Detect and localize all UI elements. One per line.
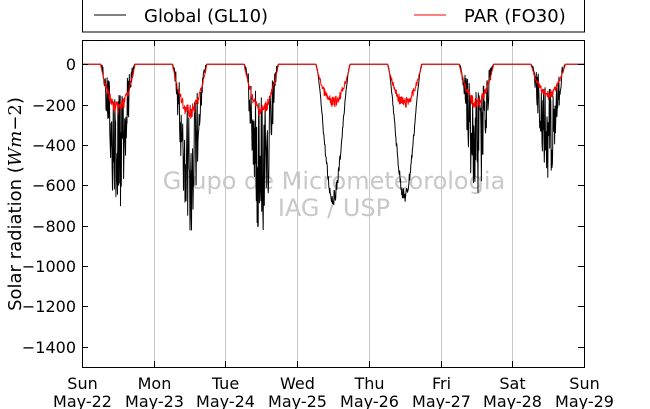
x-tick-label: May-29 (555, 392, 614, 409)
y-tick-label: −200 (32, 96, 76, 115)
series-line-par (82, 63, 584, 119)
legend-label-global: Global (GL10) (144, 6, 268, 27)
x-tick-label: May-27 (412, 392, 471, 409)
y-tick-label: −400 (32, 136, 76, 155)
x-tick-day: Tue (211, 374, 239, 393)
y-axis: 0 −200 −400 −600 −800 −1000 −1200 −1400 (22, 55, 584, 357)
x-tick-label: May-28 (483, 392, 542, 409)
x-axis: SunMay-22MonMay-23TueMay-24WedMay-25ThuM… (53, 40, 614, 409)
grid-lines (154, 40, 513, 367)
x-tick-day: Sun (569, 374, 599, 393)
y-tick-label: −1200 (22, 297, 76, 316)
x-tick-day: Wed (280, 374, 315, 393)
x-tick-label: May-22 (53, 392, 112, 409)
x-tick-day: Mon (138, 374, 172, 393)
y-tick-label: −600 (32, 176, 76, 195)
x-tick-day: Fri (432, 374, 451, 393)
legend-label-par: PAR (FO30) (464, 6, 566, 27)
legend: Global (GL10) PAR (FO30) (82, 0, 585, 33)
x-tick-day: Thu (353, 374, 384, 393)
y-tick-label: −800 (32, 217, 76, 236)
x-tick-day: Sun (67, 374, 97, 393)
series-line-global (82, 63, 584, 231)
legend-frame (82, 0, 585, 33)
x-tick-label: May-23 (125, 392, 184, 409)
series-lines (82, 63, 584, 231)
x-tick-label: May-25 (268, 392, 327, 409)
y-axis-label: Solar radiation (Wm−2) (5, 97, 26, 311)
plot-frame (82, 40, 585, 368)
x-tick-label: May-26 (340, 392, 399, 409)
x-tick-label: May-24 (196, 392, 255, 409)
plot-area: Grupo de Micrometeorologia IAG / USP (82, 40, 585, 368)
y-tick-label: −1400 (22, 338, 76, 357)
x-tick-day: Sat (499, 374, 525, 393)
y-tick-label: 0 (66, 55, 76, 74)
y-tick-label: −1000 (22, 257, 76, 276)
